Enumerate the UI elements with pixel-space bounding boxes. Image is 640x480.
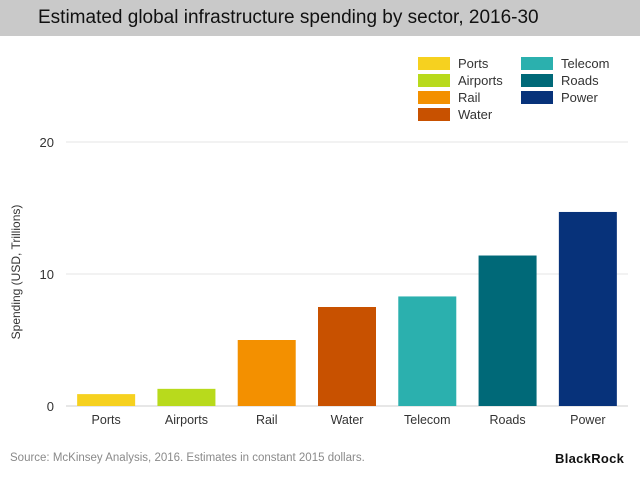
legend-swatch: [521, 74, 553, 87]
legend-swatch: [418, 91, 450, 104]
y-tick-label: 10: [40, 267, 54, 282]
x-tick-label: Power: [570, 413, 605, 427]
legend-item-airports: Airports: [418, 72, 503, 89]
x-tick-label: Airports: [165, 413, 208, 427]
bar-airports: [157, 388, 216, 406]
legend-label: Power: [561, 90, 598, 105]
bar-power: [558, 211, 617, 406]
legend: Ports Airports Rail Water Telecom Roads Power: [418, 55, 628, 125]
bar-rail: [237, 340, 296, 406]
x-tick-label: Roads: [490, 413, 526, 427]
legend-swatch: [521, 57, 553, 70]
legend-item-rail: Rail: [418, 89, 480, 106]
bar-water: [318, 307, 376, 406]
bar-roads: [478, 255, 537, 406]
legend-swatch: [418, 108, 450, 121]
legend-label: Airports: [458, 73, 503, 88]
blackrock-logo: BlackRock: [555, 451, 625, 466]
legend-item-power: Power: [521, 89, 598, 106]
x-tick-label: Ports: [92, 413, 121, 427]
legend-label: Roads: [561, 73, 599, 88]
legend-item-ports: Ports: [418, 55, 488, 72]
legend-item-telecom: Telecom: [521, 55, 609, 72]
chart-title: Estimated global infrastructure spending…: [0, 0, 640, 36]
legend-label: Ports: [458, 56, 489, 71]
legend-label: Water: [458, 107, 493, 122]
legend-swatch: [521, 91, 553, 104]
y-tick-label: 0: [47, 399, 54, 414]
legend-item-water: Water: [418, 106, 492, 123]
x-tick-label: Water: [331, 413, 364, 427]
x-tick-label: Telecom: [404, 413, 451, 427]
legend-label: Telecom: [561, 56, 610, 71]
legend-label: Rail: [458, 90, 481, 105]
legend-swatch: [418, 57, 450, 70]
x-tick-label: Rail: [256, 413, 278, 427]
bar-ports: [77, 394, 136, 406]
legend-item-roads: Roads: [521, 72, 599, 89]
y-tick-label: 20: [40, 135, 54, 150]
legend-swatch: [418, 74, 450, 87]
source-note: Source: McKinsey Analysis, 2016. Estimat…: [10, 452, 365, 464]
bar-telecom: [398, 296, 457, 406]
